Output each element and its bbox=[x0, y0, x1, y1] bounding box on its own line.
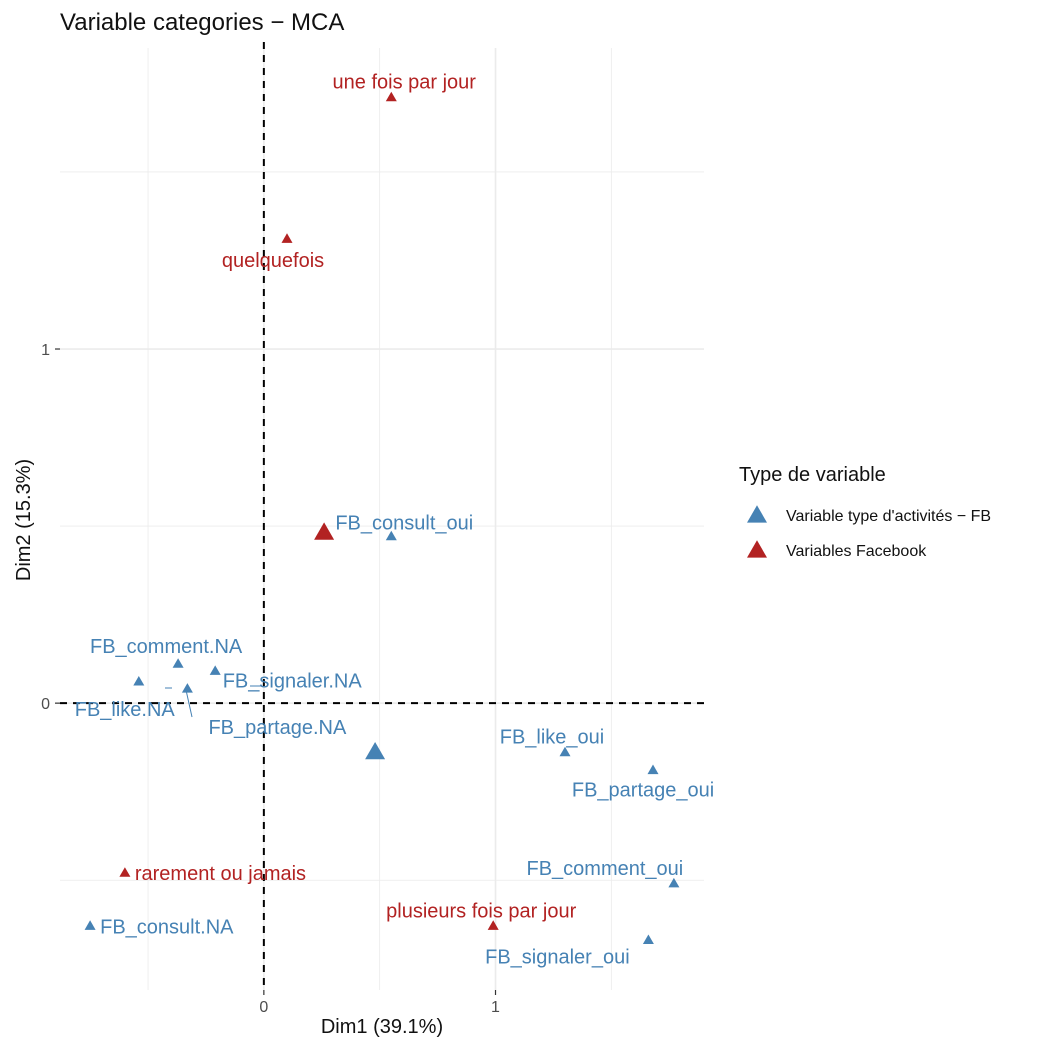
data-label: FB_partage.NA bbox=[208, 717, 347, 739]
legend: Type de variable Variable type d'activit… bbox=[739, 464, 991, 560]
data-point bbox=[668, 877, 680, 888]
plot-panel: FB_consult_oui FB_comment.NA FB_signaler.N… bbox=[60, 42, 714, 990]
data-label: plusieurs fois par jour bbox=[386, 900, 576, 922]
data-point bbox=[385, 91, 397, 102]
data-point bbox=[487, 920, 499, 930]
y-tick-label: 0 bbox=[41, 696, 50, 713]
legend-title: Type de variable bbox=[739, 464, 886, 486]
x-tick-label: 0 bbox=[259, 999, 268, 1016]
data-point bbox=[133, 676, 145, 686]
legend-item-activities: Variable type d'activités − FB bbox=[747, 505, 991, 525]
chart-title: Variable categories − MCA bbox=[60, 9, 344, 36]
data-label: une fois par jour bbox=[333, 72, 477, 94]
legend-label-activities: Variable type d'activités − FB bbox=[786, 508, 991, 525]
data-label: FB_like_oui bbox=[500, 727, 605, 749]
data-point bbox=[119, 867, 131, 877]
label-leader-line bbox=[185, 689, 193, 718]
series-activities: FB_consult_oui FB_comment.NA FB_signaler.N… bbox=[75, 513, 714, 969]
data-label: quelquefois bbox=[222, 250, 324, 272]
data-label: FB_consult.NA bbox=[100, 916, 234, 938]
y-tick-label: 1 bbox=[41, 342, 50, 359]
data-point bbox=[642, 934, 654, 944]
data-point bbox=[172, 658, 184, 668]
data-point bbox=[209, 665, 221, 675]
data-point bbox=[385, 530, 397, 541]
legend-label-facebook: Variables Facebook bbox=[786, 543, 927, 560]
x-axis-title: Dim1 (39.1%) bbox=[321, 1016, 443, 1038]
data-label: FB_comment_oui bbox=[527, 858, 684, 880]
data-point bbox=[181, 683, 193, 693]
x-tick-label: 1 bbox=[491, 999, 500, 1016]
data-label: FB_comment.NA bbox=[90, 636, 243, 658]
data-label: rarement ou jamais bbox=[135, 863, 306, 885]
data-label: FB_signaler.NA bbox=[223, 670, 363, 692]
y-axis-title: Dim2 (15.3%) bbox=[13, 459, 35, 581]
data-point bbox=[84, 920, 96, 930]
legend-item-facebook: Variables Facebook bbox=[747, 540, 927, 560]
series-centroid bbox=[365, 742, 386, 760]
data-point bbox=[559, 746, 571, 757]
data-label: FB_signaler_oui bbox=[485, 946, 630, 968]
data-label: FB_consult_oui bbox=[335, 513, 473, 535]
legend-key-activities bbox=[747, 505, 767, 523]
legend-key-facebook bbox=[747, 540, 767, 558]
data-point bbox=[281, 233, 293, 243]
data-label: FB_partage_oui bbox=[572, 779, 714, 801]
series-centroid bbox=[314, 522, 335, 540]
series-facebook: une fois par jour quelquefois rarement ou … bbox=[119, 72, 577, 930]
data-label: FB_like.NA bbox=[75, 699, 176, 721]
data-point bbox=[647, 764, 659, 775]
